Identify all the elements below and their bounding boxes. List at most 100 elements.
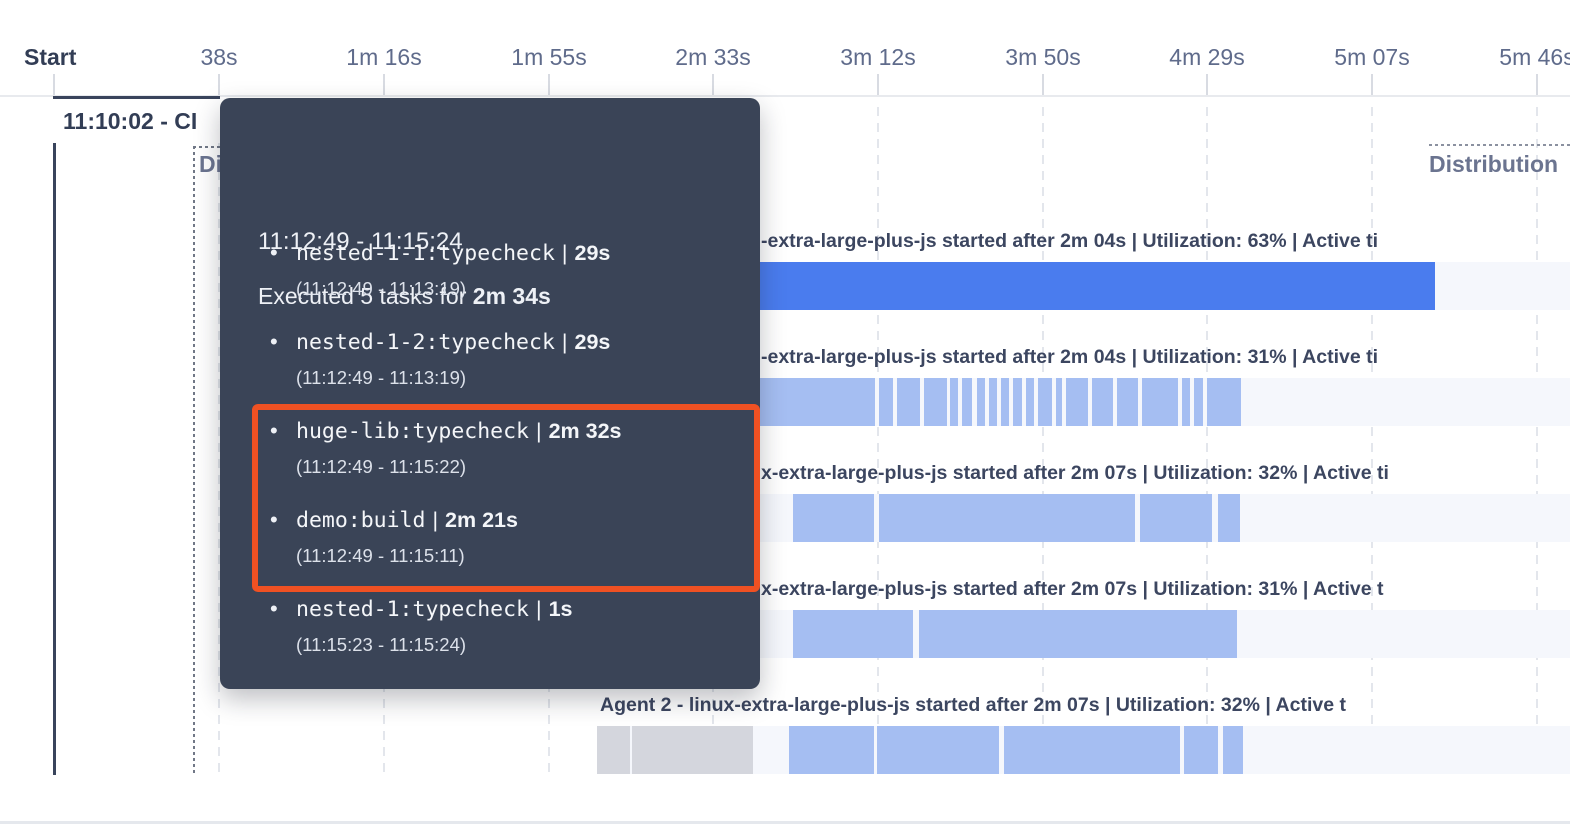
timeline-tick-mark <box>1042 74 1044 96</box>
task-segment[interactable] <box>789 726 874 774</box>
task-time-range: (11:12:49 - 11:13:19) <box>296 367 467 388</box>
task-segment[interactable] <box>793 610 913 658</box>
task-segment[interactable] <box>977 378 985 426</box>
task-name: demo:build <box>296 508 426 533</box>
phase-left-top-border <box>193 146 233 148</box>
task-segment[interactable] <box>919 610 1237 658</box>
timeline-tick-label: 5m 46s <box>1499 44 1570 70</box>
task-separator: | <box>432 508 439 532</box>
task-segment[interactable] <box>1004 726 1180 774</box>
task-segment[interactable] <box>1026 378 1034 426</box>
task-segment[interactable] <box>962 378 972 426</box>
task-time-range: (11:15:23 - 11:15:24) <box>296 634 467 655</box>
timeline-start-tick <box>53 74 55 96</box>
task-duration: 2m 21s <box>445 508 518 532</box>
phase-right-top-border <box>1429 144 1570 146</box>
task-segment[interactable] <box>877 726 999 774</box>
task-segment[interactable] <box>1218 494 1240 542</box>
task-bullet-icon: • <box>270 329 278 354</box>
task-segment[interactable] <box>1142 378 1178 426</box>
phase-label-right: Distribution <box>1429 151 1559 177</box>
task-segment[interactable] <box>793 494 874 542</box>
task-segment[interactable] <box>740 378 875 426</box>
task-time-range: (11:12:49 - 11:15:11) <box>296 545 465 566</box>
build-label-box[interactable]: 11:10:02 - CI <box>53 96 220 143</box>
agent-row-label: x-extra-large-plus-js started after 2m 0… <box>761 462 1389 484</box>
build-left-axis <box>53 96 56 775</box>
task-segment[interactable] <box>950 378 958 426</box>
timeline-tick-mark <box>548 74 550 96</box>
timeline-tick-label: 4m 29s <box>1169 44 1245 70</box>
agent-tooltip: 11:12:49 - 11:15:24 Executed 5 tasks for… <box>220 98 760 689</box>
task-segment[interactable] <box>1056 378 1062 426</box>
task-segment[interactable] <box>1207 378 1241 426</box>
timeline-tick-mark <box>383 74 385 96</box>
agent-row-label: -extra-large-plus-js started after 2m 04… <box>761 230 1379 252</box>
task-entry: demo:build | 2m 21s <box>296 505 518 536</box>
agent-row-label: -extra-large-plus-js started after 2m 04… <box>761 346 1379 368</box>
task-segment[interactable] <box>1038 378 1052 426</box>
task-separator: | <box>561 241 568 265</box>
timeline-tick-mark <box>1536 74 1538 96</box>
time-gridline <box>1042 107 1044 775</box>
timeline-tick-mark <box>218 74 220 96</box>
task-segment[interactable] <box>1092 378 1113 426</box>
task-segment[interactable] <box>1223 726 1243 774</box>
setup-segment[interactable] <box>597 726 630 774</box>
task-segment[interactable] <box>1184 726 1218 774</box>
task-name: nested-1-2:typecheck <box>296 330 555 355</box>
task-separator: | <box>536 419 542 443</box>
task-duration: 1s <box>548 597 573 621</box>
header-divider <box>0 95 1570 97</box>
time-gridline <box>877 107 879 775</box>
timeline-tick-label: 3m 12s <box>840 44 916 70</box>
task-segment[interactable] <box>1194 378 1203 426</box>
task-segment[interactable] <box>924 378 947 426</box>
task-segment[interactable] <box>1066 378 1088 426</box>
phase-left-edge <box>193 146 195 775</box>
task-duration: 29s <box>574 241 611 265</box>
time-gridline <box>1206 107 1208 775</box>
timeline-start-label: Start <box>24 44 77 70</box>
timeline-tick-label: 3m 50s <box>1005 44 1081 70</box>
task-entry: nested-1-1:typecheck | 29s <box>296 238 610 269</box>
task-bullet-icon: • <box>270 240 278 265</box>
task-segment[interactable] <box>1117 378 1138 426</box>
task-segment[interactable] <box>897 378 920 426</box>
setup-segment[interactable] <box>632 726 753 774</box>
task-segment[interactable] <box>1182 378 1190 426</box>
agent-row-label: Agent 2 - linux-extra-large-plus-js star… <box>600 694 1346 716</box>
task-name: nested-1:typecheck <box>296 597 529 622</box>
timeline-tick-mark <box>712 74 714 96</box>
time-gridline <box>1371 107 1373 775</box>
task-name: huge-lib:typecheck <box>296 419 529 444</box>
task-segment[interactable] <box>740 262 1435 310</box>
tooltip-summary-prefix: Executed 5 tasks for <box>258 283 473 309</box>
highlighted-tasks-box <box>252 404 760 592</box>
timeline-tick-label: 38s <box>200 44 238 70</box>
timeline-tick-mark <box>877 74 879 96</box>
task-time-range: (11:12:49 - 11:15:22) <box>296 456 467 477</box>
task-segment[interactable] <box>1001 378 1009 426</box>
task-time-range: (11:12:49 - 11:13:19) <box>296 278 467 299</box>
time-gridline <box>1536 107 1538 775</box>
task-segment[interactable] <box>989 378 997 426</box>
task-segment[interactable] <box>1013 378 1022 426</box>
footer-divider <box>0 821 1570 824</box>
tooltip-time-range: 11:12:49 - 11:15:24 <box>258 228 463 255</box>
timeline-tick-label: 1m 16s <box>346 44 422 70</box>
timeline-tick-label: 1m 55s <box>511 44 587 70</box>
task-segment[interactable] <box>879 378 893 426</box>
phase-label-left: Di <box>199 151 222 177</box>
timeline-tick-mark <box>1371 74 1373 96</box>
task-duration: 2m 32s <box>548 419 622 443</box>
timeline-tick-label: 5m 07s <box>1334 44 1410 70</box>
task-segment[interactable] <box>1140 494 1212 542</box>
timeline-tick-mark <box>1206 74 1208 96</box>
agent-row-label: x-extra-large-plus-js started after 2m 0… <box>761 578 1384 600</box>
task-segment[interactable] <box>879 494 1135 542</box>
task-bullet-icon: • <box>270 507 278 532</box>
timeline-tick-label: 2m 33s <box>675 44 751 70</box>
task-bullet-icon: • <box>270 596 278 621</box>
